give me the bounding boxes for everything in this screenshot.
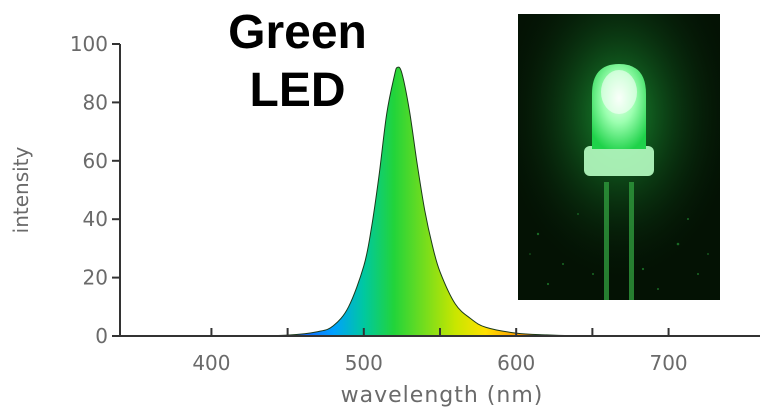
spectrum-area-layer	[180, 66, 760, 337]
chart-title: Green LED	[200, 4, 395, 120]
noise-dots	[529, 213, 709, 290]
y-tick-label: 20	[83, 266, 108, 290]
y-axis-label: intensity	[9, 146, 33, 233]
tick-labels-layer: 0 20 40 60 80 100 400 500 600 700	[70, 32, 688, 375]
green-led-photo	[518, 14, 720, 300]
x-tick-label: 700	[649, 351, 687, 375]
chart-title-line-2: LED	[249, 64, 346, 117]
axes-layer	[112, 43, 760, 337]
y-tick-label: 100	[70, 32, 108, 56]
spectrum-series-area	[180, 66, 760, 337]
chart-title-line-1: Green	[228, 6, 367, 59]
y-tick-label: 60	[83, 149, 108, 173]
x-axis-label: wavelength (nm)	[341, 383, 544, 408]
y-tick-label: 80	[83, 90, 108, 114]
x-tick-label: 400	[192, 351, 230, 375]
led-body	[584, 64, 654, 176]
led-leads	[604, 182, 634, 300]
y-tick-label: 0	[95, 324, 108, 348]
x-tick-label: 500	[345, 351, 383, 375]
x-tick-label: 600	[497, 351, 535, 375]
y-tick-label: 40	[83, 207, 108, 231]
